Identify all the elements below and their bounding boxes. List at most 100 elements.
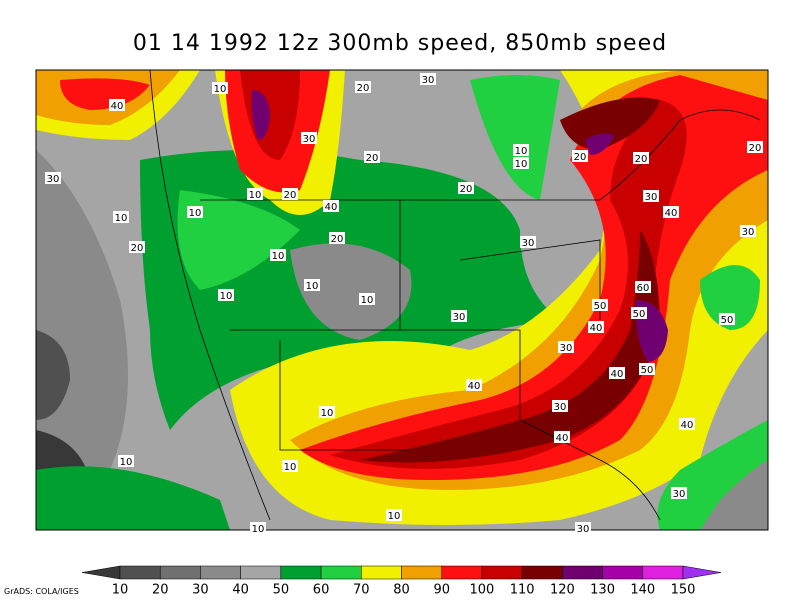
contour-label: 10 [189,208,202,219]
colorbar-swatch [401,565,442,580]
contour-label: 20 [460,184,473,195]
contour-label: 40 [325,202,338,213]
contour-label-box [250,522,266,534]
contour-label: 20 [366,153,379,164]
contour-label: 30 [303,134,316,145]
contour-label: 20 [331,234,344,245]
contour-label-box [113,211,129,223]
colorbar-swatch [441,565,483,580]
map-frame [35,69,769,531]
colorbar-label: 10 [112,583,129,598]
contour-label: 10 [321,408,334,419]
contour-label: 50 [633,309,646,320]
contour-label-box [663,206,679,218]
contour-label-box [329,232,345,244]
colorbar-label: 120 [550,583,575,598]
contour-label: 20 [284,190,297,201]
contour-label: 30 [554,402,567,413]
contour-label-box [747,141,763,153]
contour-label-box [552,400,568,412]
colorbar-swatch [361,565,402,580]
colorbar-arrow [682,565,722,580]
contour-label-box [592,299,608,311]
contour-label: 10 [214,84,227,95]
colorbar-swatch [521,565,563,580]
contour-label: 10 [284,462,297,473]
contour-label: 40 [468,381,481,392]
contour-label: 40 [681,420,694,431]
contour-label: 10 [361,295,374,306]
contour-label: 60 [637,283,650,294]
contour-label-box [319,406,335,418]
contour-label: 30 [422,75,435,86]
contour-label: 10 [272,251,285,262]
contour-label-box [671,487,687,499]
colorbar-swatch [200,565,241,580]
contour-label-box [631,307,647,319]
contour-label: 20 [131,243,144,254]
contour-label: 30 [673,489,686,500]
colorbar-swatch [642,565,684,580]
contour-label-box [218,289,234,301]
colorbar-label: 130 [590,583,615,598]
contour-label-box [513,157,529,169]
contour-label-box [635,281,651,293]
contour-label: 10 [252,524,265,535]
contour-label-box [270,249,286,261]
contour-label: 30 [742,227,755,238]
contour-label-box [643,190,659,202]
contour-label-box [558,341,574,353]
colorbar-label: 110 [510,583,535,598]
colorbar-swatch [280,565,322,580]
colorbar-label: 50 [273,583,290,598]
contour-label-box [187,206,203,218]
contour-label-box [588,321,604,333]
contour-label-box [282,188,298,200]
contour-label: 20 [635,154,648,165]
contour-label-box [109,99,125,111]
contour-label-box [129,241,145,253]
contour-label: 30 [522,238,535,249]
contour-label-box [572,150,588,162]
contour-label-box [458,182,474,194]
contour-label: 30 [577,524,590,535]
contour-label-box [282,460,298,472]
contour-label: 30 [645,192,658,203]
contour-label-box [420,73,436,85]
colorbar-swatch [320,565,362,580]
contour-label-box [609,367,625,379]
contour-label-box [554,431,570,443]
contour-label: 20 [749,143,762,154]
contour-label-box [740,225,756,237]
contour-label: 30 [47,174,60,185]
colorbar-label: 70 [353,583,370,598]
contour-label: 30 [560,343,573,354]
contour-label-box [364,151,380,163]
contour-label-box [359,293,375,305]
credit: GrADS: COLA/IGES [4,587,79,596]
contour-label: 30 [453,312,466,323]
contour-label: 50 [641,365,654,376]
colorbar-arrow [81,565,121,580]
colorbar-label: 80 [393,583,410,598]
contour-label-box [679,418,695,430]
contour-label: 10 [515,146,528,157]
contour-label-box [513,144,529,156]
contour-label-box [212,82,228,94]
contour-label: 50 [594,301,607,312]
contour-label: 10 [120,457,133,468]
contour-label: 20 [574,152,587,163]
colorbar-swatch [159,565,201,580]
contour-label: 40 [111,101,124,112]
contour-label: 10 [515,159,528,170]
contour-label: 40 [665,208,678,219]
contour-label: 10 [388,511,401,522]
colorbar-label: 90 [433,583,450,598]
colorbar-swatch [481,565,523,580]
colorbar: 10 20 30 40 50 60 70 80 90 100 110 120 130 140 150 [81,565,722,598]
contour-label: 10 [220,291,233,302]
contour-labels: 40 10 20 30 30 30 20 10 10 20 20 20 10 20 10 10 20 40 20 30… [45,73,763,535]
contour-label: 50 [721,315,734,326]
colorbar-label: 150 [671,583,696,598]
colorbar-swatch [562,565,603,580]
